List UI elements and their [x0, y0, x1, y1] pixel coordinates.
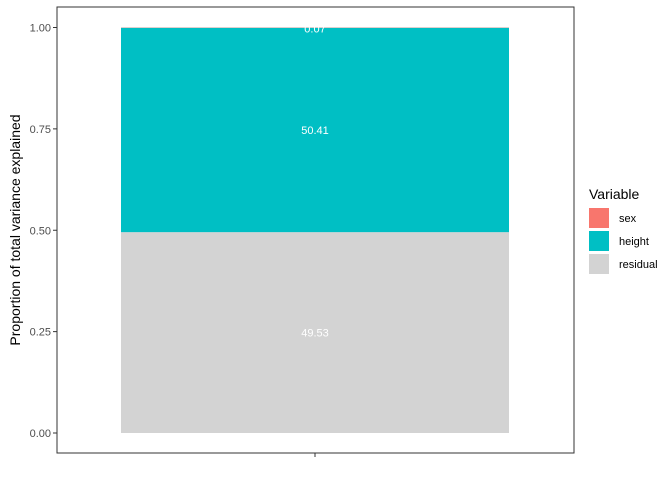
- data-label-residual: 49.53: [301, 328, 329, 340]
- data-label-sex: 0.07: [304, 24, 325, 36]
- y-tick-label-0.75: 0.75: [30, 124, 51, 136]
- legend: Variable sex height residual: [589, 186, 658, 274]
- legend-key-residual: [589, 254, 609, 274]
- legend-label-sex: sex: [619, 213, 637, 225]
- y-tick-label-0.00: 0.00: [30, 428, 51, 440]
- legend-title: Variable: [589, 186, 640, 202]
- legend-key-height: [589, 231, 609, 251]
- bar-segment-height: [121, 27, 509, 233]
- y-axis-title: Proportion of total variance explained: [7, 114, 23, 345]
- y-tick-label-0.25: 0.25: [30, 327, 51, 339]
- legend-label-residual: residual: [619, 259, 658, 271]
- data-label-height: 50.41: [301, 125, 329, 137]
- legend-key-sex: [589, 208, 609, 228]
- legend-label-height: height: [619, 236, 649, 248]
- y-tick-label-1.00: 1.00: [30, 23, 51, 35]
- bar-segment-residual: [121, 232, 509, 433]
- plot-layer: 49.53 50.41 0.07 0.00 0.25 0.50 0.75 1.00: [30, 6, 575, 457]
- y-tick-label-0.50: 0.50: [30, 225, 51, 237]
